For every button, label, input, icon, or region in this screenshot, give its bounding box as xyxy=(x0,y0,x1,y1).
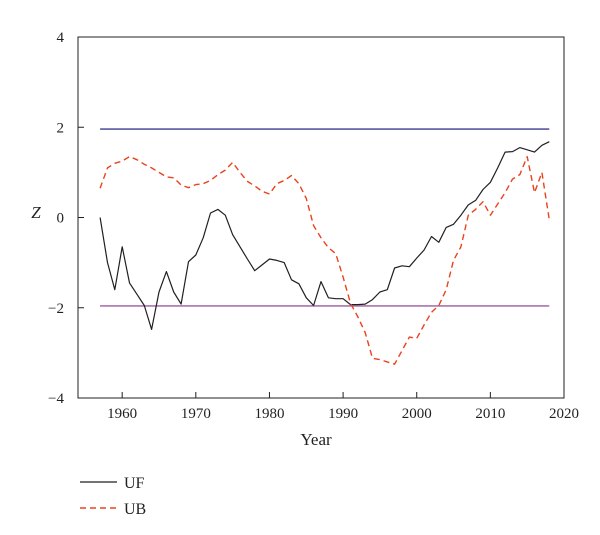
x-tick-label: 2020 xyxy=(549,406,579,422)
y-tick-label: 2 xyxy=(57,120,65,136)
series-line-uf xyxy=(99,141,550,330)
series-lines xyxy=(99,141,550,365)
x-tick-label: 1980 xyxy=(254,406,284,422)
plot-frame xyxy=(77,36,565,399)
y-tick-label: −4 xyxy=(48,391,64,407)
series-line-ub xyxy=(99,155,550,365)
y-axis-title: Z xyxy=(31,203,41,222)
x-tick-label: 1990 xyxy=(328,406,358,422)
legend: UF UB xyxy=(80,475,146,518)
y-tick-label: 0 xyxy=(57,211,65,227)
y-tick-label: −2 xyxy=(48,301,64,317)
y-axis-ticks: −4 −2 0 2 4 xyxy=(48,30,84,407)
y-tick-label: 4 xyxy=(57,30,65,46)
x-tick-label: 1960 xyxy=(107,406,137,422)
x-axis-ticks: 1960 1970 1980 1990 2000 2010 2020 xyxy=(107,392,579,422)
legend-label-uf: UF xyxy=(124,475,145,492)
reference-lines xyxy=(100,128,550,307)
legend-label-ub: UB xyxy=(124,501,146,518)
x-axis-title: Year xyxy=(300,430,332,449)
x-tick-label: 2000 xyxy=(402,406,432,422)
x-tick-label: 1970 xyxy=(181,406,211,422)
x-tick-label: 2010 xyxy=(475,406,505,422)
